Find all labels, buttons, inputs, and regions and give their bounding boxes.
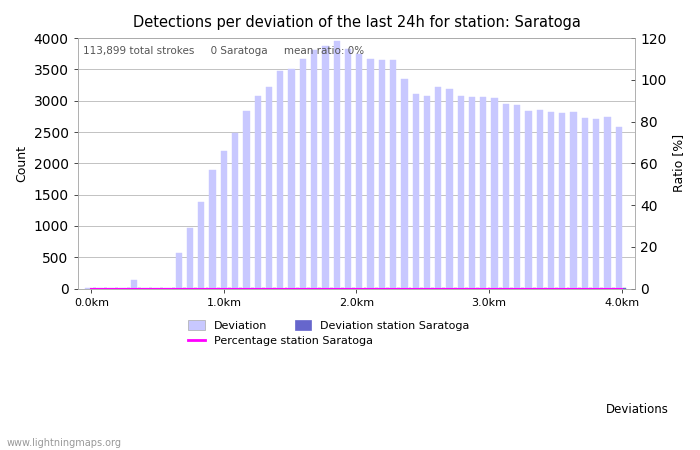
Bar [604,117,610,288]
Bar [390,60,396,288]
Bar [187,229,193,288]
Bar [311,50,317,288]
Bar [469,97,475,288]
Bar [300,59,306,288]
Bar [356,54,363,288]
Bar [220,151,227,288]
Legend: Percentage station Saratoga: Percentage station Saratoga [183,331,377,351]
Bar [288,69,295,288]
Bar [345,50,351,288]
Y-axis label: Ratio [%]: Ratio [%] [672,134,685,192]
Bar [480,97,486,288]
Bar [447,90,453,288]
Text: www.lightningmaps.org: www.lightningmaps.org [7,438,122,448]
Bar [435,87,441,288]
Bar [491,98,498,288]
Bar [379,60,385,288]
Bar [244,111,250,288]
Bar [548,112,554,288]
Bar [198,202,204,288]
Bar [503,104,509,288]
Bar [209,170,216,288]
Bar [525,111,531,288]
Bar [255,96,261,288]
Bar [559,113,566,288]
Bar [514,105,520,288]
Bar [582,118,588,288]
Bar [176,253,182,288]
Bar [232,133,238,288]
Bar [130,280,136,288]
Bar [593,120,599,288]
Bar [458,96,464,288]
Bar [368,59,374,288]
Bar [277,71,284,288]
Bar [615,127,622,288]
Text: Deviations: Deviations [606,403,668,416]
Text: 113,899 total strokes     0 Saratoga     mean ratio: 0%: 113,899 total strokes 0 Saratoga mean ra… [83,45,365,56]
Bar [322,46,328,288]
Bar [412,94,419,288]
Bar [424,96,430,288]
Bar [401,79,407,288]
Bar [334,41,340,288]
Bar [570,112,577,288]
Bar [266,87,272,288]
Y-axis label: Count: Count [15,145,28,182]
Title: Detections per deviation of the last 24h for station: Saratoga: Detections per deviation of the last 24h… [132,15,580,30]
Bar [537,110,543,288]
